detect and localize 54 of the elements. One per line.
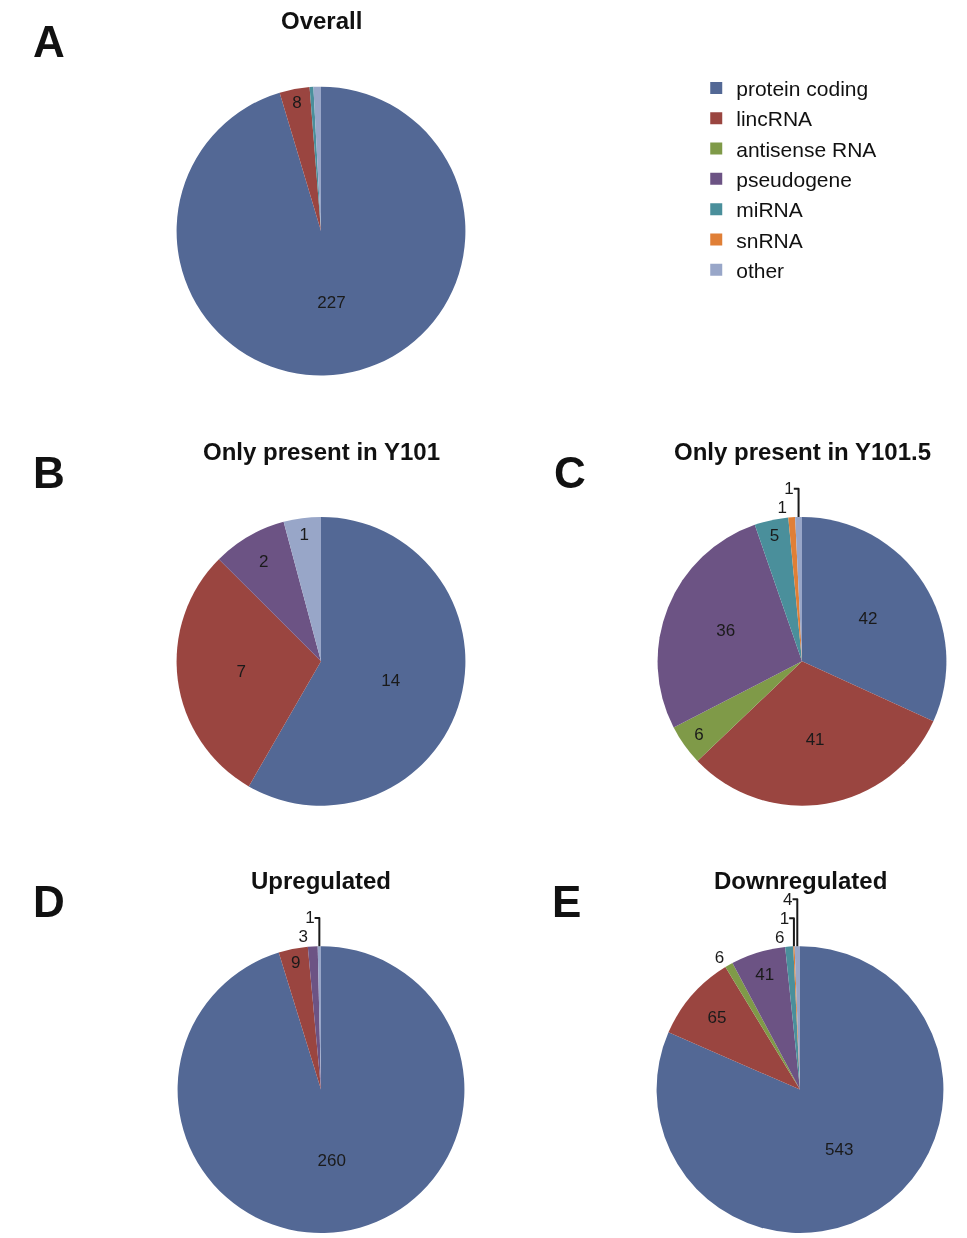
- pie-slice: [218, 521, 321, 662]
- data-label: 41: [805, 729, 825, 749]
- chart-title: Upregulated: [251, 867, 392, 894]
- pie-slice: [656, 946, 944, 1233]
- pie-slice: [176, 86, 466, 376]
- chart-title: Only present in Y101.5: [674, 438, 932, 465]
- data-label: 41: [755, 965, 775, 985]
- data-label: 6: [714, 948, 725, 968]
- data-label: 7: [236, 662, 246, 682]
- data-label: 42: [858, 609, 878, 629]
- data-label: 5: [769, 525, 780, 545]
- data-label: 14: [381, 670, 401, 690]
- chart-title: Overall: [281, 7, 363, 34]
- text: D: [33, 877, 65, 926]
- data-label: 9: [291, 952, 301, 972]
- data-label: 36: [716, 621, 736, 641]
- legend-label: other: [736, 258, 785, 282]
- data-label: 65: [707, 1007, 727, 1027]
- pie-slice: [668, 967, 800, 1090]
- pie-slice: [673, 661, 802, 761]
- data-label: 227: [317, 293, 346, 313]
- legend-label: miRNA: [736, 198, 803, 222]
- text: A: [33, 17, 65, 66]
- text: E: [552, 877, 582, 926]
- data-label: 3: [298, 927, 308, 947]
- data-label: 543: [825, 1140, 854, 1160]
- data-label: 1: [779, 908, 790, 928]
- pie-slice: [283, 516, 321, 662]
- text: B: [33, 448, 65, 497]
- data-label: 8: [292, 93, 302, 113]
- text: C: [554, 448, 586, 497]
- legend-label: lincRNA: [736, 107, 813, 131]
- pie-slice: [657, 524, 802, 728]
- pie-slice: [248, 516, 466, 806]
- data-label: 1: [299, 525, 310, 545]
- pie-slice: [177, 946, 465, 1233]
- data-label: 1: [777, 498, 787, 518]
- pie-slice: [278, 946, 321, 1090]
- chart-title: Only present in Y101: [203, 438, 440, 465]
- legend-label: protein coding: [736, 77, 869, 101]
- pie-slice: [732, 946, 800, 1090]
- pie-slice: [279, 87, 321, 232]
- data-label: 6: [774, 927, 785, 947]
- legend-label: antisense RNA: [736, 137, 877, 161]
- legend-label: snRNA: [736, 228, 803, 252]
- pie-slice: [697, 661, 934, 806]
- data-label: 1: [784, 479, 794, 499]
- data-label: 260: [317, 1150, 346, 1170]
- data-label: 6: [694, 725, 704, 745]
- pie-slice: [754, 517, 802, 662]
- legend-label: pseudogene: [736, 168, 852, 192]
- data-label: 2: [258, 552, 269, 572]
- pie-slice: [802, 516, 947, 722]
- data-label: 1: [305, 908, 315, 928]
